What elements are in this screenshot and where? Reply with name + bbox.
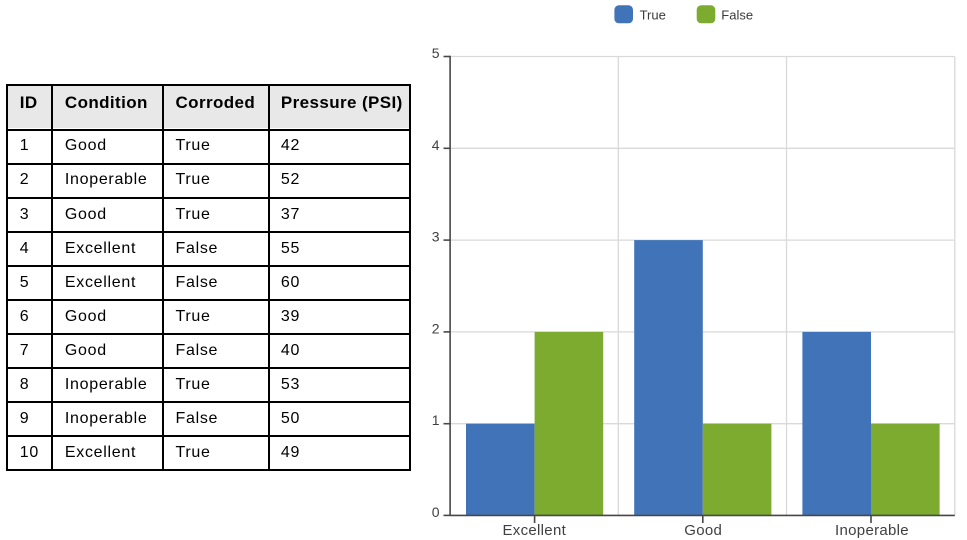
- svg-text:4: 4: [432, 137, 440, 153]
- svg-text:1: 1: [432, 412, 440, 428]
- svg-text:5: 5: [432, 45, 440, 61]
- svg-text:Excellent: Excellent: [503, 522, 567, 539]
- svg-text:Inoperable: Inoperable: [835, 522, 909, 539]
- svg-text:True: True: [640, 8, 666, 23]
- svg-text:0: 0: [432, 504, 440, 520]
- svg-text:Good: Good: [684, 522, 722, 539]
- svg-text:2: 2: [432, 320, 440, 336]
- svg-text:3: 3: [432, 229, 440, 245]
- svg-text:False: False: [721, 8, 753, 23]
